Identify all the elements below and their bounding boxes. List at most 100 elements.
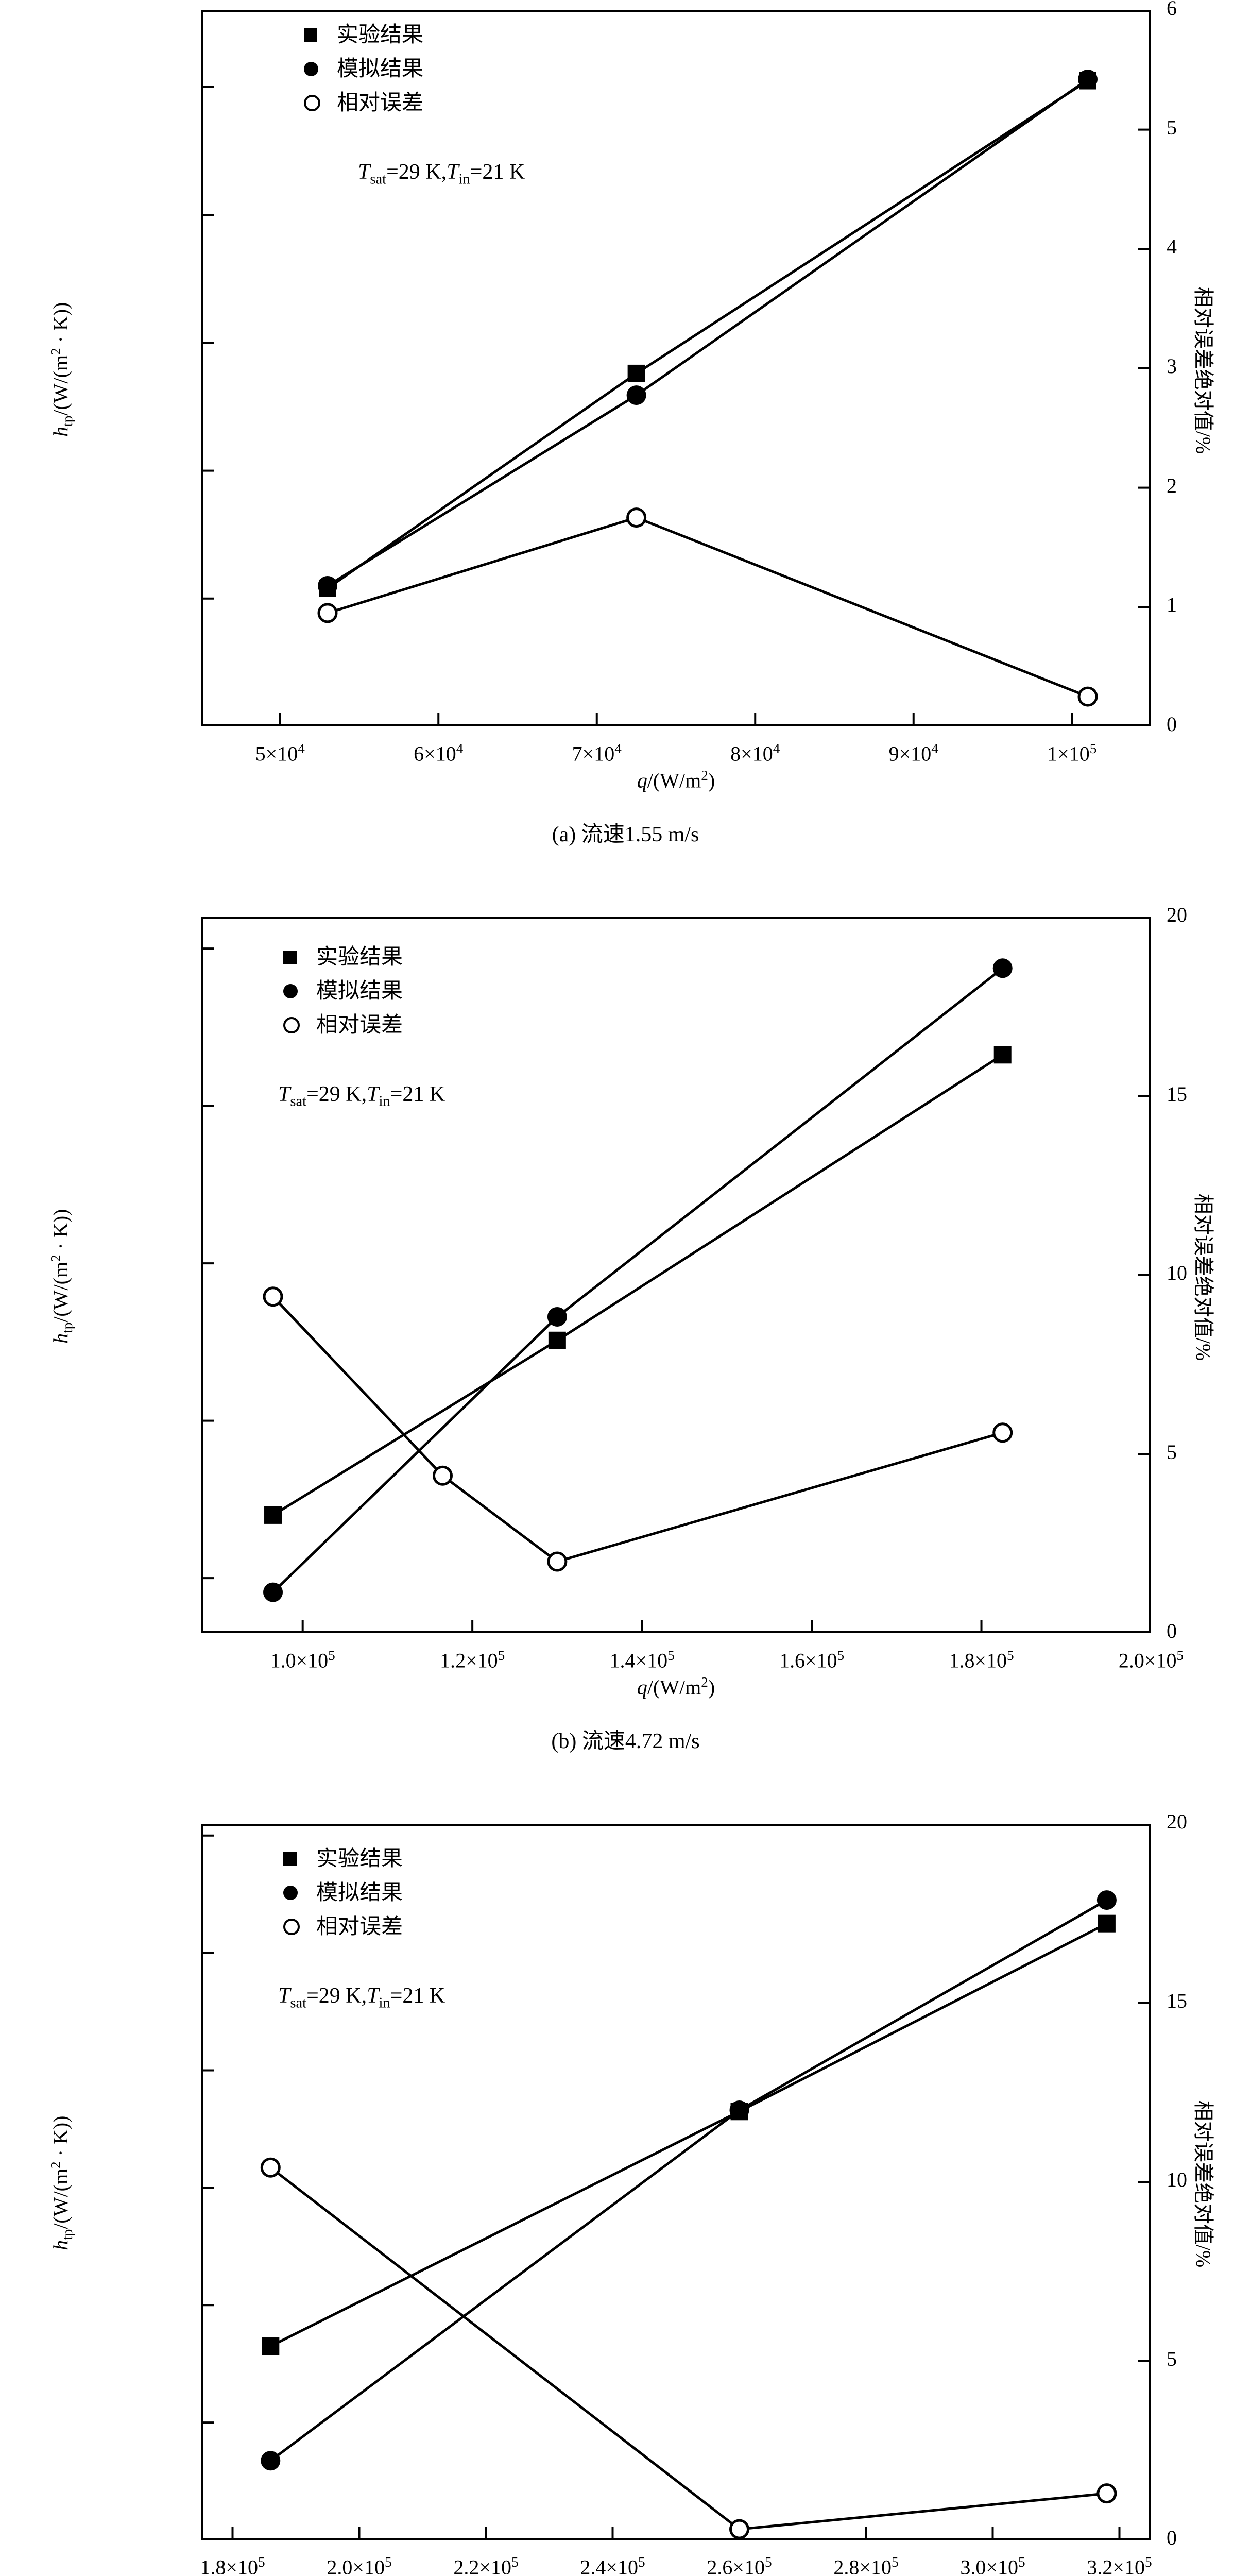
y-units-prefix: /(W/(m xyxy=(49,1261,73,1323)
open-circle-marker xyxy=(283,1017,307,1033)
x-units-close: ) xyxy=(708,769,715,792)
data-point-circle xyxy=(318,575,337,596)
data-point-circle xyxy=(261,2451,281,2471)
x-tick-label: 2.0×105 xyxy=(1118,1648,1184,1672)
x-tick-label: 3.0×105 xyxy=(960,2554,1025,2576)
tsat-value: =29 K, xyxy=(306,1984,367,2008)
data-point-square xyxy=(993,1046,1012,1064)
tsat-symbol: T xyxy=(278,1984,290,2008)
x-tick-label: 9×104 xyxy=(888,741,938,766)
panel-a-caption: (a) 流速1.55 m/s xyxy=(552,823,699,846)
h-symbol: h xyxy=(49,1333,73,1344)
legend-label-relative-error: 相对误差 xyxy=(316,1013,403,1037)
x-tick-label: 2.4×105 xyxy=(580,2554,645,2576)
x-tick-label: 1.4×105 xyxy=(609,1648,675,1672)
legend-item-experiment: 实验结果 xyxy=(283,943,403,972)
y2-title-text: 相对误差绝对值/% xyxy=(1192,286,1215,454)
panel-b-condition-annotation: Tsat=29 K,Tin=21 K xyxy=(278,1082,445,1110)
y2-tick-label: 4 xyxy=(1167,235,1177,259)
tin-subscript: in xyxy=(379,1995,390,2011)
q-symbol: q xyxy=(637,769,647,792)
tin-value: =21 K xyxy=(470,160,525,184)
x-tick-label: 1.0×105 xyxy=(270,1648,335,1672)
y-units-suffix: · K)) xyxy=(49,1209,73,1255)
tin-symbol: T xyxy=(447,160,459,184)
legend-item-relative-error: 相对误差 xyxy=(304,89,423,117)
panel-a: 实验结果 模拟结果 相对误差 Tsat=29 K,Tin=21 K htp/(W… xyxy=(0,0,1251,876)
panel-b: 实验结果 模拟结果 相对误差 Tsat=29 K,Tin=21 K htp/(W… xyxy=(0,903,1251,1783)
x-units-prefix: /(W/m xyxy=(647,1675,701,1699)
legend-item-simulation: 模拟结果 xyxy=(283,977,403,1006)
legend-item-experiment: 实验结果 xyxy=(304,21,423,49)
y2-tick-label: 3 xyxy=(1167,354,1177,378)
x-tick-label: 2.0×105 xyxy=(327,2554,392,2576)
x-tick-label: 2.2×105 xyxy=(453,2554,519,2576)
tin-subscript: in xyxy=(458,171,470,188)
panel-b-data-layer xyxy=(201,947,1151,1633)
panel-b-axes-frame xyxy=(201,917,1151,1633)
data-point-circle xyxy=(547,1307,567,1327)
x-tick-label: 1.8×105 xyxy=(200,2554,265,2576)
series-line xyxy=(327,79,1089,589)
data-point-square xyxy=(262,2337,280,2355)
tp-subscript: tp xyxy=(60,415,76,427)
tin-value: =21 K xyxy=(390,1082,445,1106)
y2-tick-label: 15 xyxy=(1167,1082,1187,1106)
tsat-symbol: T xyxy=(278,1082,290,1106)
legend-label-simulation: 模拟结果 xyxy=(337,57,424,81)
data-point-open-circle xyxy=(626,507,647,528)
y2-tick-label: 10 xyxy=(1167,2168,1187,2191)
panel-b-y2-axis-title: 相对误差绝对值/% xyxy=(1190,1133,1220,1421)
y2-tick-label: 5 xyxy=(1167,115,1177,139)
panel-a-condition-annotation: Tsat=29 K,Tin=21 K xyxy=(358,160,525,188)
x-units-exponent: 2 xyxy=(701,1674,708,1690)
legend-item-simulation: 模拟结果 xyxy=(304,55,423,83)
data-point-open-circle xyxy=(1096,2483,1117,2504)
y-units-suffix: · K)) xyxy=(49,302,73,348)
panel-a-data-layer xyxy=(201,70,1151,726)
legend-label-simulation: 模拟结果 xyxy=(316,1881,403,1905)
y2-title-text: 相对误差绝对值/% xyxy=(1192,2100,1215,2268)
q-symbol: q xyxy=(637,1675,647,1699)
filled-square-marker xyxy=(283,951,307,964)
panel-c-axes-frame xyxy=(201,1824,1151,2540)
y2-tick-label: 2 xyxy=(1167,473,1177,497)
panel-c-legend: 实验结果 模拟结果 相对误差 xyxy=(283,1844,403,1946)
data-point-circle xyxy=(992,958,1013,978)
panel-a-y-axis-title: htp/(W/(m2 · K)) xyxy=(48,225,76,514)
tsat-value: =29 K, xyxy=(306,1082,367,1106)
panel-a-x-axis-title: q/(W/m2) xyxy=(201,768,1151,792)
open-circle-marker xyxy=(283,1919,307,1935)
tsat-subscript: sat xyxy=(290,1093,307,1110)
x-tick-label: 3.2×105 xyxy=(1087,2554,1152,2576)
legend-item-relative-error: 相对误差 xyxy=(283,1912,403,1941)
tsat-symbol: T xyxy=(358,160,370,184)
data-point-open-circle xyxy=(992,1422,1013,1443)
y-units-exponent: 2 xyxy=(47,348,63,355)
panel-c: 实验结果 模拟结果 相对误差 Tsat=29 K,Tin=21 K htp/(W… xyxy=(0,1810,1251,2576)
panel-b-caption: (b) 流速4.72 m/s xyxy=(551,1730,700,1753)
y-units-exponent: 2 xyxy=(47,1255,63,1262)
panel-a-plot-area: 实验结果 模拟结果 相对误差 Tsat=29 K,Tin=21 K xyxy=(201,10,1151,726)
legend-item-experiment: 实验结果 xyxy=(283,1844,403,1873)
data-point-square xyxy=(548,1331,566,1349)
tin-subscript: in xyxy=(379,1093,390,1110)
tp-subscript: tp xyxy=(60,1322,76,1333)
data-point-square xyxy=(627,364,645,382)
tsat-subscript: sat xyxy=(370,171,387,188)
h-symbol: h xyxy=(49,2240,73,2250)
x-tick-label: 1×105 xyxy=(1047,741,1097,766)
y2-tick-label: 0 xyxy=(1167,1619,1177,1642)
data-point-open-circle xyxy=(1077,686,1098,707)
data-point-open-circle xyxy=(547,1551,568,1572)
x-units-close: ) xyxy=(708,1675,715,1699)
x-tick-label: 2.6×105 xyxy=(707,2554,772,2576)
filled-square-marker xyxy=(304,28,328,42)
filled-circle-marker xyxy=(283,1886,307,1900)
series-line xyxy=(272,1295,1003,1563)
y2-tick-label: 5 xyxy=(1167,2347,1177,2370)
open-circle-marker xyxy=(304,95,328,111)
data-point-circle xyxy=(729,2100,749,2120)
y2-tick-label: 10 xyxy=(1167,1261,1187,1284)
